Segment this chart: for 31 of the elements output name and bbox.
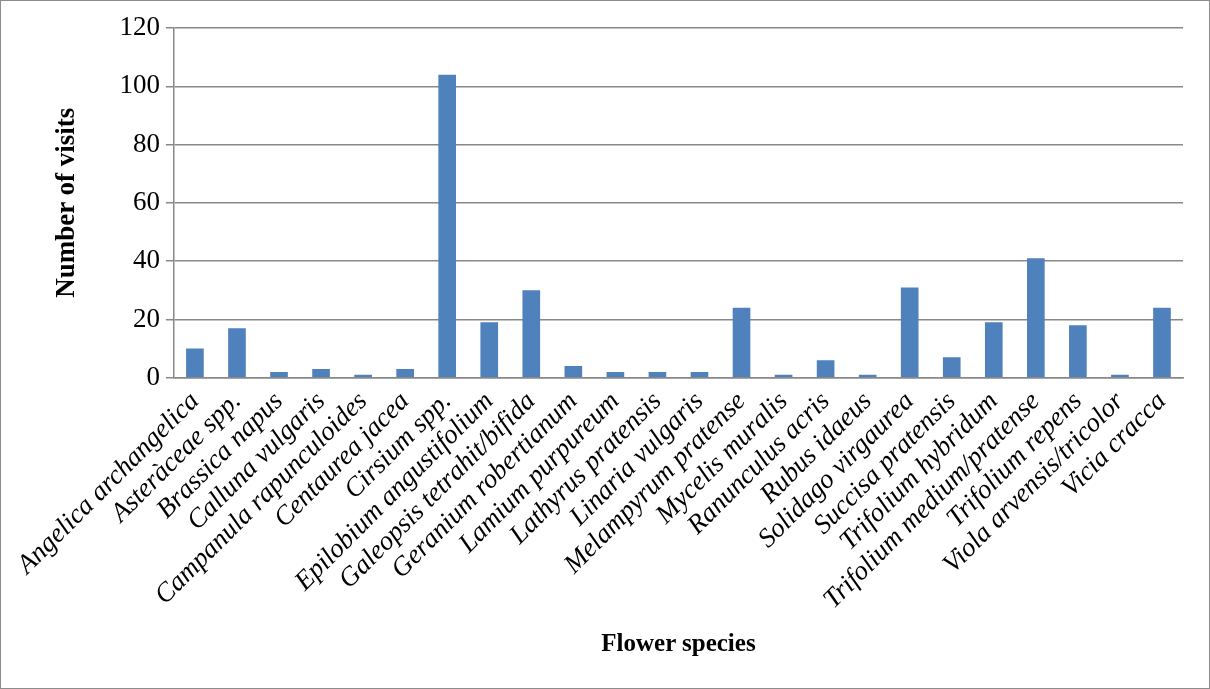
bar xyxy=(942,357,961,377)
bar xyxy=(732,307,751,377)
bar xyxy=(354,374,372,377)
bar xyxy=(564,366,583,377)
bar xyxy=(1153,307,1171,377)
bar xyxy=(438,74,457,377)
bar xyxy=(480,322,499,377)
x-axis-title: Flower species xyxy=(601,629,756,657)
bar xyxy=(1027,258,1045,377)
y-tick-label: 100 xyxy=(119,69,160,100)
bar xyxy=(606,371,625,377)
bar xyxy=(1069,325,1087,377)
y-tick-label: 0 xyxy=(146,360,160,391)
bar xyxy=(270,371,288,377)
y-tick-label: 40 xyxy=(132,244,160,275)
bar xyxy=(984,322,1003,377)
bar xyxy=(1111,374,1129,377)
bar xyxy=(900,287,919,377)
y-tick-label: 80 xyxy=(132,127,160,158)
bar xyxy=(228,328,246,377)
bar xyxy=(522,290,541,377)
bar xyxy=(186,348,204,377)
y-tick-label: 60 xyxy=(132,185,160,216)
y-tick-label: 20 xyxy=(132,302,160,333)
bar xyxy=(816,360,835,377)
bar xyxy=(648,371,667,377)
bar xyxy=(396,368,414,377)
y-tick-label: 120 xyxy=(119,11,160,42)
y-axis-title: Number of visits xyxy=(50,107,81,298)
bar xyxy=(690,371,709,377)
bar xyxy=(312,368,330,377)
